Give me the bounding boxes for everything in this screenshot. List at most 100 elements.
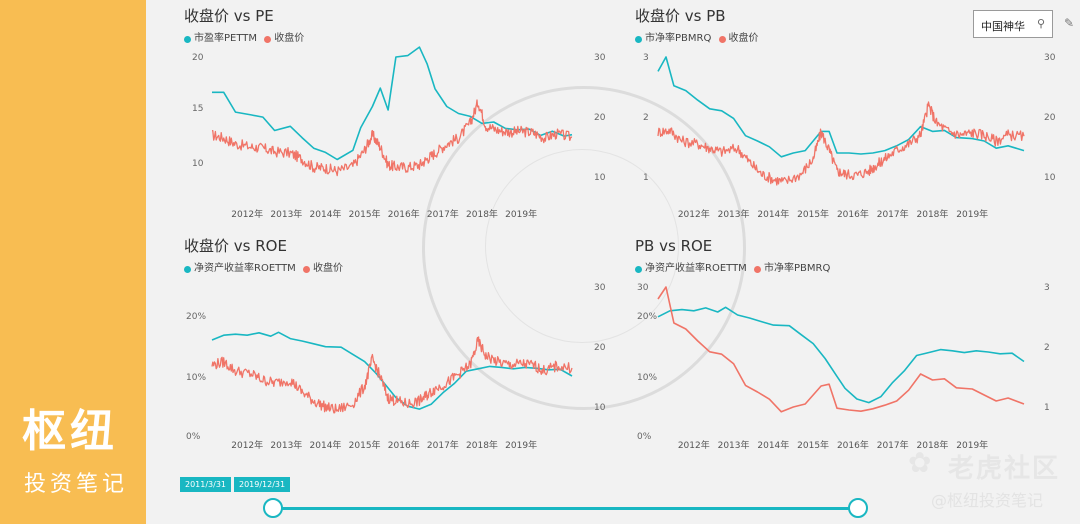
- series-line-pe-0: [212, 46, 573, 161]
- x-year-tick-label: 2015年: [797, 439, 829, 451]
- x-year-tick-label: 2013年: [270, 439, 302, 451]
- y-right-tick-label: 30: [594, 53, 606, 63]
- tiger-community-logo-icon: ✿: [908, 446, 932, 479]
- x-year-tick-label: 2019年: [505, 208, 537, 220]
- y-left-tick-label: 15: [192, 104, 203, 114]
- slider-start-date[interactable]: 2011/3/31: [180, 477, 232, 492]
- series-line-pe-1: [211, 99, 573, 177]
- y-left-tick-label: 1: [643, 173, 649, 183]
- legend-dot-roe: [635, 265, 642, 273]
- x-year-tick-label: 2015年: [349, 439, 381, 451]
- x-year-tick-label: 2017年: [427, 208, 459, 220]
- y-left-tick-label: 10%: [186, 373, 206, 383]
- x-year-tick-label: 2012年: [678, 208, 710, 220]
- x-year-tick-label: 2013年: [718, 439, 750, 451]
- y-right-tick-label: 10: [594, 173, 606, 183]
- y-right-tick-label: 2: [1044, 343, 1050, 353]
- x-year-tick-label: 2019年: [956, 208, 988, 220]
- legend-label-price: 收盘价: [274, 33, 305, 44]
- x-year-tick-label: 2012年: [678, 439, 710, 451]
- search-value: 中国神华: [981, 20, 1025, 33]
- x-year-tick-label: 2016年: [388, 439, 420, 451]
- legend-dot-pb-ratio: [754, 265, 761, 273]
- x-year-tick-label: 2014年: [757, 208, 789, 220]
- chart-title-pb: 收盘价 vs PB: [635, 7, 726, 25]
- brand-subtitle: 投资笔记: [24, 472, 129, 497]
- search-icon[interactable]: ⚲: [1036, 17, 1045, 30]
- y-right-tick-label: 10: [594, 403, 606, 413]
- x-year-tick-label: 2014年: [757, 439, 789, 451]
- series-line-pbroe-0: [657, 306, 1025, 404]
- chart-title-pe: 收盘价 vs PE: [184, 7, 274, 25]
- y-right-tick-label: 1: [1044, 403, 1050, 413]
- search-input[interactable]: 中国神华 ⚲: [973, 10, 1053, 38]
- legend-label-pb-ratio: 市净率PBMRQ: [764, 263, 831, 274]
- y-left-tick-label: 3: [643, 53, 649, 63]
- y-right-tick-label: 20: [594, 343, 606, 353]
- x-year-tick-label: 2018年: [917, 439, 949, 451]
- x-year-tick-label: 2012年: [231, 439, 263, 451]
- legend-dot-pe-ratio: [184, 35, 191, 43]
- x-year-tick-label: 2015年: [349, 208, 381, 220]
- legend-label-pe-ratio: 市盈率PETTM: [194, 33, 258, 44]
- legend-dot-pb-ratio: [635, 35, 642, 43]
- slider-handle-start[interactable]: [263, 498, 283, 518]
- x-year-tick-label: 2018年: [466, 208, 498, 220]
- legend-dot-roe: [184, 265, 191, 273]
- series-line-pb-1: [657, 101, 1025, 186]
- legend-dot-price: [264, 35, 272, 43]
- x-year-tick-label: 2017年: [877, 439, 909, 451]
- x-year-tick-label: 2016年: [837, 208, 869, 220]
- legend-label-roe: 净资产收益率ROETTM: [645, 263, 747, 274]
- watermark-brand: 老虎社区: [947, 454, 1060, 484]
- chart-title-pb-roe: PB vs ROE: [635, 237, 713, 255]
- y-right-tick-label: 3: [1044, 283, 1050, 293]
- legend-label-price: 收盘价: [313, 263, 343, 274]
- y-left-tick-label: 2: [643, 113, 649, 123]
- legend-label-price: 收盘价: [728, 33, 759, 44]
- y-left-tick-label: 10%: [637, 373, 657, 383]
- series-line-roe-1: [211, 336, 573, 414]
- x-year-tick-label: 2013年: [718, 208, 750, 220]
- sidebar: 枢纽 投资笔记: [0, 0, 146, 524]
- eraser-icon[interactable]: ✎: [1064, 16, 1075, 30]
- x-year-tick-label: 2014年: [310, 208, 342, 220]
- y-right-tick-label: 20: [594, 113, 606, 123]
- x-year-tick-label: 2019年: [505, 439, 537, 451]
- y-left-tick-label: 0%: [637, 432, 652, 442]
- slider-handle-end[interactable]: [848, 498, 868, 518]
- legend-roe: 净资产收益率ROETTM 收盘价: [184, 264, 347, 275]
- y-right-tick-label: 30: [1044, 53, 1056, 63]
- dashboard-canvas: 收盘价 vs PE 市盈率PETTM 收盘价 收盘价 vs PB 市净率PBMR…: [146, 0, 1080, 524]
- y-right-tick-label: 20: [1044, 113, 1056, 123]
- slider-end-date[interactable]: 2019/12/31: [234, 477, 291, 492]
- legend-dot-price: [718, 35, 726, 43]
- legend-pb: 市净率PBMRQ 收盘价: [635, 34, 763, 45]
- y-left-tick-label: 10: [192, 159, 204, 169]
- x-year-tick-label: 2018年: [466, 439, 498, 451]
- x-year-tick-label: 2017年: [877, 208, 909, 220]
- legend-dot-price: [303, 265, 310, 273]
- brand-title: 枢纽: [22, 406, 118, 457]
- x-year-tick-label: 2013年: [270, 208, 302, 220]
- watermark-portrait: [422, 86, 746, 410]
- legend-label-pb-ratio: 市净率PBMRQ: [645, 33, 712, 44]
- x-year-tick-label: 2016年: [388, 208, 420, 220]
- x-year-tick-label: 2017年: [427, 439, 459, 451]
- watermark-handle: @枢纽投资笔记: [931, 491, 1044, 510]
- legend-pb-roe: 净资产收益率ROETTM 市净率PBMRQ: [635, 264, 834, 275]
- y-left-tick-label: 20%: [637, 312, 657, 322]
- y-left-tick-label: 0%: [186, 432, 201, 442]
- legend-pe: 市盈率PETTM 收盘价: [184, 34, 308, 45]
- y-left-tick-label: 30: [637, 283, 649, 293]
- x-year-tick-label: 2018年: [917, 208, 949, 220]
- series-line-pb-0: [657, 56, 1025, 158]
- y-left-tick-label: 20: [192, 53, 204, 63]
- y-right-tick-label: 30: [594, 283, 606, 293]
- date-range-slider-track[interactable]: [272, 507, 858, 510]
- x-year-tick-label: 2019年: [956, 439, 988, 451]
- y-left-tick-label: 20%: [186, 312, 206, 322]
- x-year-tick-label: 2014年: [310, 439, 342, 451]
- series-line-pbroe-1: [657, 286, 1025, 413]
